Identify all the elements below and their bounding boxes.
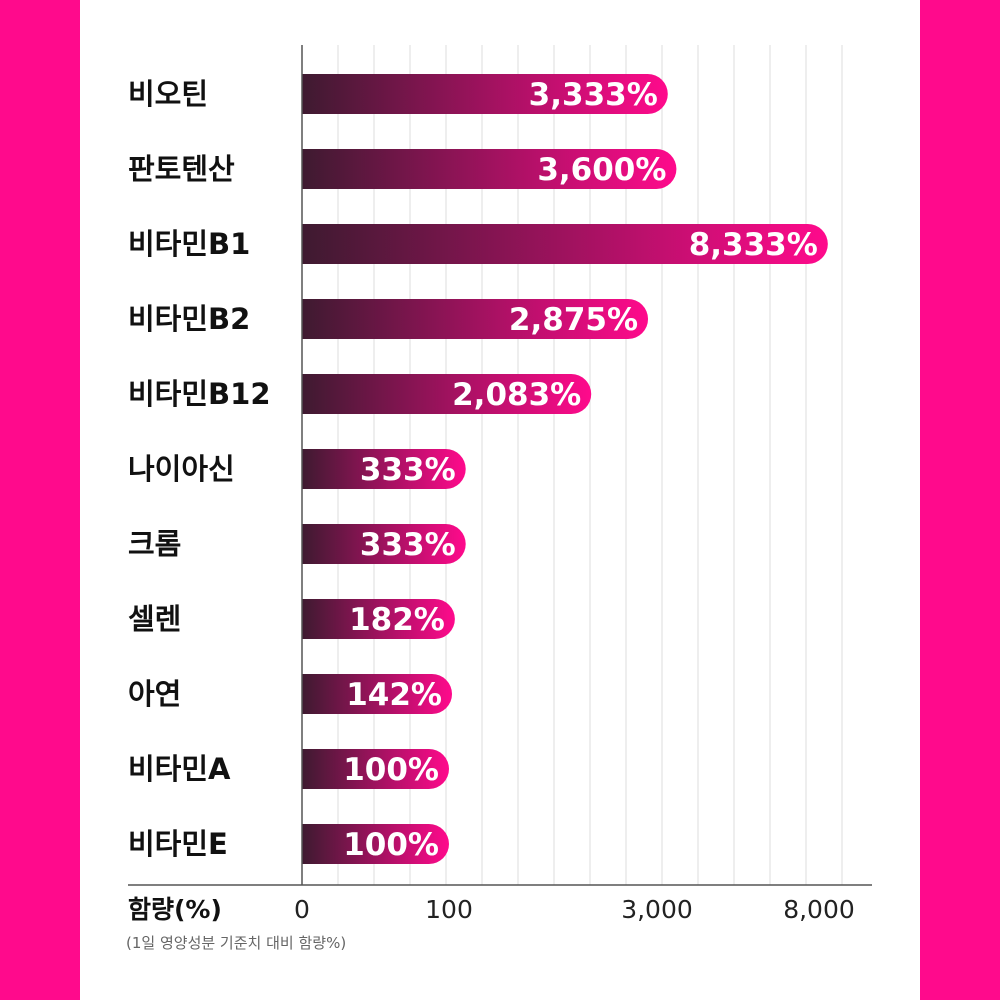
category-label: 셀렌: [128, 602, 181, 636]
axes: 0 100 3,000 8,000: [128, 45, 872, 924]
bar-value-label: 182%: [349, 602, 445, 638]
x-axis-title: 함량(%): [128, 895, 222, 924]
bar: [302, 749, 449, 789]
x-tick-label: 8,000: [783, 895, 855, 924]
category-label: 비타민B1: [128, 227, 250, 261]
category-label: 비타민B12: [128, 377, 271, 411]
bars: 3,333% 3,600% 8,333% 2,875% 2,083% 333% 333% 18…: [302, 74, 828, 864]
bar-value-label: 333%: [360, 527, 456, 563]
bar: [302, 374, 592, 414]
category-label: 비타민B2: [128, 302, 250, 336]
bar-value-label: 333%: [360, 452, 456, 488]
category-label: 비타민A: [128, 752, 231, 786]
category-label: 판토텐산: [128, 152, 235, 186]
x-axis-note: (1일 영양성분 기준치 대비 함량%): [126, 934, 346, 952]
category-label: 크롬: [128, 527, 181, 561]
bar: [302, 74, 668, 114]
bar-value-label: 3,333%: [529, 77, 658, 113]
x-tick-label: 3,000: [621, 895, 693, 924]
bar-chart: 3,333% 3,600% 8,333% 2,875% 2,083% 333% 333% 18…: [126, 45, 872, 952]
bar: [302, 149, 677, 189]
bar-value-label: 2,083%: [452, 377, 581, 413]
bar-value-label: 100%: [343, 752, 439, 788]
bar: [302, 299, 649, 339]
bar: [302, 524, 466, 564]
x-tick-label: 0: [294, 895, 310, 924]
bar: [302, 224, 828, 264]
bar: [302, 674, 453, 714]
chart-panel: 3,333% 3,600% 8,333% 2,875% 2,083% 333% 333% 18…: [80, 0, 920, 1000]
bar-value-label: 100%: [343, 827, 439, 863]
bar: [302, 449, 466, 489]
category-label: 비오틴: [128, 77, 208, 111]
bar: [302, 599, 455, 639]
category-label: 나이아신: [128, 452, 235, 486]
bar-value-label: 142%: [346, 677, 442, 713]
category-label: 비타민E: [128, 827, 228, 861]
bar-value-label: 3,600%: [537, 152, 666, 188]
category-label: 아연: [128, 677, 181, 711]
bar-value-label: 2,875%: [509, 302, 638, 338]
bar: [302, 824, 449, 864]
x-tick-label: 100: [425, 895, 473, 924]
bar-value-label: 8,333%: [689, 227, 818, 263]
